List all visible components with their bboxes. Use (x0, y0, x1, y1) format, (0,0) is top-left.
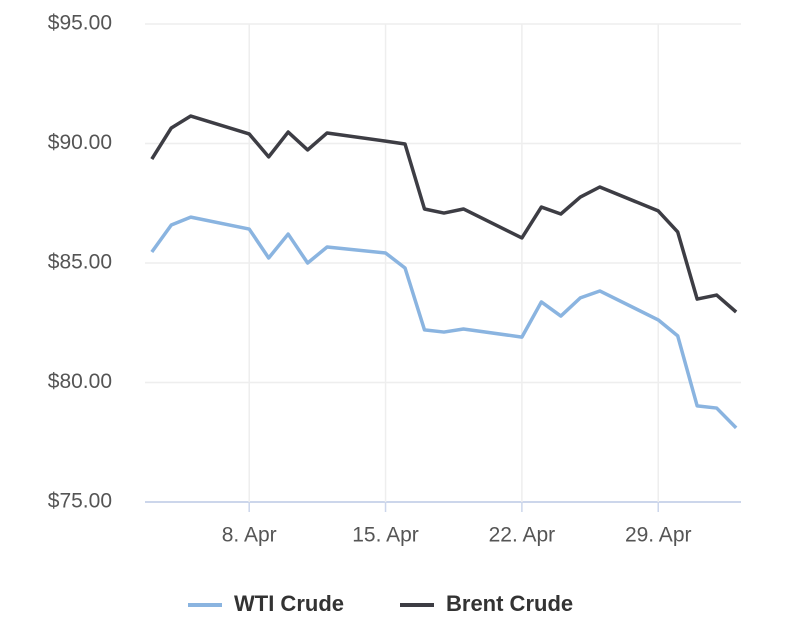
y-tick-label: $80.00 (48, 370, 112, 393)
y-tick-label: $85.00 (48, 251, 112, 274)
legend-label: Brent Crude (446, 591, 573, 616)
y-tick-label: $95.00 (48, 12, 112, 35)
line (150, 215, 738, 430)
x-tick-label: 15. Apr (352, 524, 419, 547)
x-tick-label: 22. Apr (489, 524, 556, 547)
y-tick-label: $75.00 (48, 490, 112, 513)
legend-label: WTI Crude (234, 591, 344, 616)
y-tick-label: $90.00 (48, 131, 112, 154)
line (150, 114, 738, 314)
x-tick-label: 29. Apr (625, 524, 692, 547)
x-tick-label: 8. Apr (222, 524, 277, 547)
